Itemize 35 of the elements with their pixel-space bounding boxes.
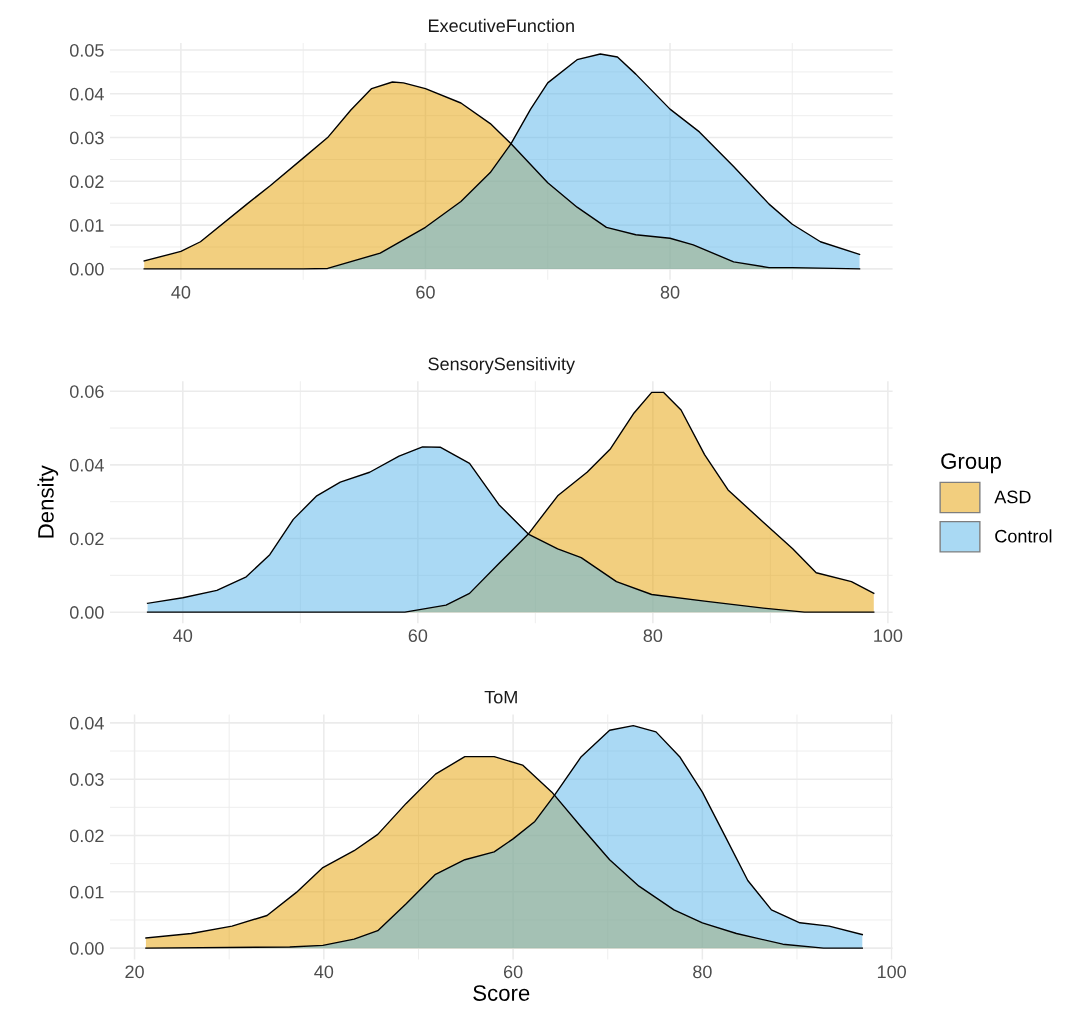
x-axis-title: Score — [473, 985, 530, 1001]
y-tick-label: 0.05 — [69, 43, 104, 57]
y-tick-label: 0.00 — [69, 262, 104, 276]
y-tick-label: 0.03 — [69, 773, 104, 786]
y-axis-title: Density — [37, 465, 59, 538]
y-tick-label: 0.01 — [69, 885, 104, 899]
x-tick-label: 100 — [877, 965, 906, 979]
y-tick-label: 0.02 — [69, 175, 104, 189]
legend-label: ASD — [994, 490, 1031, 504]
x-tick-label: 40 — [314, 965, 334, 979]
y-tick-label: 0.04 — [69, 716, 104, 730]
y-tick-label: 0.03 — [69, 131, 104, 145]
y-tick-label: 0.00 — [69, 942, 104, 955]
x-tick-label: 20 — [125, 965, 144, 979]
y-tick-label: 0.04 — [69, 87, 104, 101]
legend-title: Group — [941, 453, 1001, 474]
chart-title: ToM — [484, 690, 517, 704]
y-tick-label: 0.02 — [69, 829, 104, 843]
x-tick-label: 40 — [173, 629, 193, 643]
chart-title: ExecutiveFunction — [428, 18, 574, 33]
x-tick-label: 80 — [660, 285, 680, 299]
y-tick-label: 0.02 — [69, 532, 104, 546]
y-tick-label: 0.00 — [69, 606, 104, 619]
x-tick-label: 100 — [874, 629, 903, 643]
y-tick-label: 0.01 — [69, 219, 104, 232]
legend-label: Control — [995, 529, 1052, 543]
y-tick-label: 0.04 — [69, 458, 104, 472]
x-tick-label: 80 — [693, 965, 712, 979]
x-tick-label: 60 — [408, 629, 428, 643]
x-tick-label: 80 — [643, 629, 663, 643]
x-tick-label: 60 — [503, 965, 523, 979]
x-tick-label: 40 — [171, 285, 191, 299]
x-tick-label: 60 — [416, 285, 435, 299]
chart-title: SensorySensitivity — [428, 357, 575, 374]
y-tick-label: 0.06 — [69, 385, 104, 398]
